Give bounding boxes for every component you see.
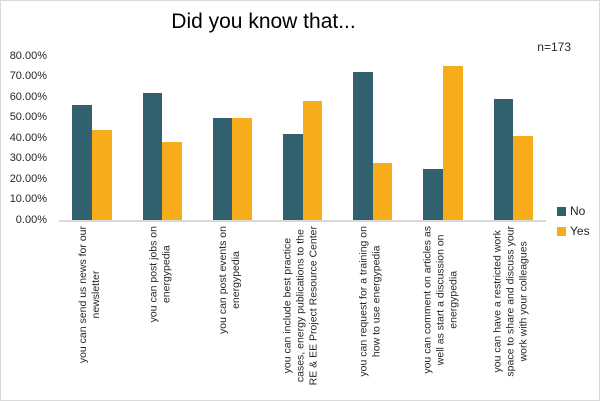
bar-no-6 <box>423 168 443 220</box>
category-label-1: you can send us news for our newsletter <box>77 226 102 364</box>
category-label-2: you can post jobs on energypedia <box>147 226 173 323</box>
category-label-3: you can post events on energypedia <box>217 226 243 334</box>
y-tick-label: 40.00% <box>9 131 47 144</box>
legend: No Yes <box>557 204 590 244</box>
legend-label-yes: Yes <box>570 224 590 238</box>
bar-no-5 <box>353 72 373 220</box>
y-tick-label: 10.00% <box>9 193 47 205</box>
bar-yes-5 <box>372 162 393 220</box>
bar-yes-6 <box>443 66 463 220</box>
legend-item-yes: Yes <box>557 224 590 238</box>
bar-yes-4 <box>302 101 323 220</box>
y-tick-label: 20.00% <box>9 172 47 185</box>
y-tick-label: 60.00% <box>9 90 47 103</box>
legend-swatch-yes <box>557 226 566 236</box>
chart-title: Did you know that... <box>171 10 356 33</box>
legend-label-no: No <box>570 204 586 218</box>
bar-yes-2 <box>162 142 182 220</box>
bar-no-1 <box>72 105 92 220</box>
category-label-4: you can include best practice cases, ene… <box>281 226 320 386</box>
category-label-5: you can request for a training on how to… <box>357 226 383 377</box>
y-tick-label: 70.00% <box>9 70 47 82</box>
bar-no-3 <box>212 117 233 220</box>
y-tick-label: 50.00% <box>9 111 47 123</box>
y-tick-label: 80.00% <box>9 49 47 62</box>
bar-yes-7 <box>513 135 533 220</box>
bar-no-4 <box>283 133 303 220</box>
legend-swatch-no <box>557 206 566 216</box>
bar-yes-3 <box>232 117 252 220</box>
bar-yes-1 <box>92 129 112 220</box>
y-tick-label: 0.00% <box>15 213 47 226</box>
bar-no-7 <box>493 99 514 220</box>
bar-no-2 <box>142 92 163 220</box>
x-axis-line <box>59 220 546 222</box>
y-tick-label: 30.00% <box>9 152 47 164</box>
category-label-6: you can comment on articles as well as s… <box>421 226 460 374</box>
legend-item-no: No <box>557 204 590 218</box>
sample-size-annotation: n=173 <box>537 40 571 54</box>
category-label-7: you can have a restricted work space to … <box>491 226 530 377</box>
